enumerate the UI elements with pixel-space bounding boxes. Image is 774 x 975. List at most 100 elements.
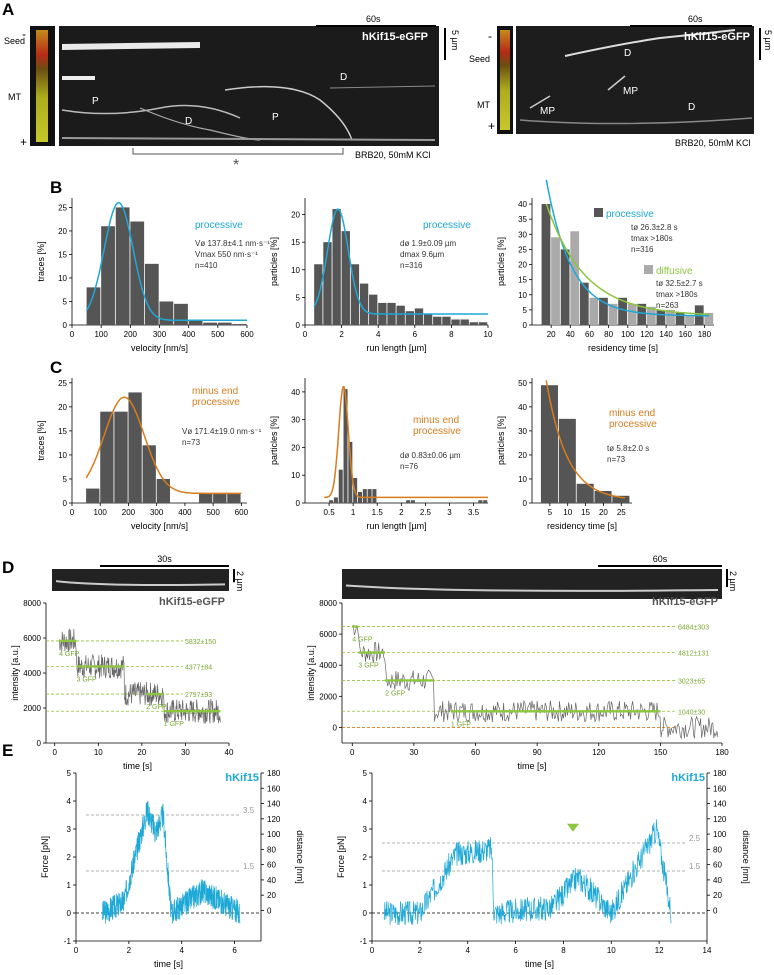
E2-y2-tick-label: 0 — [713, 906, 718, 915]
D1-trace — [58, 628, 221, 724]
B2-bar — [396, 305, 405, 325]
D2-y-tick-label: 2000 — [319, 692, 337, 701]
track-d2 — [329, 85, 436, 89]
C1-y-tick-label: 20 — [58, 403, 67, 412]
C3-y-tick-label: 50 — [518, 379, 527, 388]
track-mp-1 — [529, 95, 551, 109]
E1-y2-tick-label: 180 — [267, 769, 281, 778]
mt-label: MT — [8, 92, 21, 102]
E2-y2-tick-label: 180 — [713, 769, 727, 778]
E2-y2-tick-label: 20 — [713, 891, 722, 900]
B3-x-tick-label: 80 — [604, 330, 613, 339]
D2-x-tick-label: 90 — [533, 748, 542, 757]
B1-annotation: Vø 137.8±4.1 nm·s⁻¹ — [195, 239, 270, 248]
panel-letter-c: C — [50, 358, 62, 377]
B2-fit-line — [313, 208, 488, 315]
E1-x-tick-label: 4 — [179, 946, 184, 955]
D2-x-tick-label: 30 — [409, 748, 418, 757]
B2-bar — [423, 313, 433, 325]
E1-ref-label: 1.5 — [243, 862, 255, 871]
E1-y2-label: distance [nm] — [295, 830, 305, 884]
B2-x-label: run length [µm] — [366, 343, 426, 353]
track-p1 — [61, 104, 241, 119]
C3-x-label: residency time [s] — [547, 521, 617, 531]
B1-bar — [115, 207, 130, 325]
B3-processive-annotation: n=316 — [631, 245, 654, 254]
D2-x-tick-label: 0 — [350, 748, 355, 757]
B3-bar-processive — [637, 303, 647, 325]
B3-bar-diffusive — [627, 303, 637, 325]
B3-bar-processive — [599, 297, 608, 325]
B2-bar — [323, 242, 332, 325]
D2-step-label: 2 GFP — [385, 690, 406, 697]
C3-x-tick-label: 5 — [548, 508, 553, 517]
B3-x-tick-label: 40 — [566, 330, 575, 339]
B3-x-label: residency time [s] — [588, 343, 658, 353]
C1-y-tick-label: 0 — [63, 499, 68, 508]
C3-annotation: n=73 — [607, 455, 626, 464]
B1-x-label: velocity [nm/s] — [131, 343, 188, 353]
D1-x-tick-label: 20 — [137, 748, 146, 757]
B3-fit-diffusive — [545, 203, 710, 316]
B3-legend-diffusive: diffusive — [656, 266, 693, 277]
track-label-d-bottom: D — [688, 102, 695, 113]
B2-y-tick-label: 15 — [291, 238, 300, 247]
B2-bar — [442, 316, 451, 325]
time-scalebar-label: 60s — [366, 14, 381, 24]
C1-y-tick-label: 25 — [58, 379, 67, 388]
E2-x-tick-label: 8 — [561, 946, 566, 955]
C2-x-tick-label: 3 — [447, 508, 452, 517]
B3-legend-swatch-diffusive — [644, 265, 653, 274]
D2-y-tick-label: 6000 — [319, 630, 337, 639]
D1-title: hKif15-eGFP — [159, 596, 225, 608]
C2-y-tick-label: 20 — [291, 443, 300, 452]
D2-step-label: 3 GFP — [358, 663, 379, 670]
B2-bar — [451, 319, 460, 325]
B3-diffusive-annotation: tø 32.5±2.7 s — [656, 279, 703, 288]
E2-x-tick-label: 12 — [655, 946, 664, 955]
B2-bar — [469, 322, 479, 325]
C3-y-tick-label: 10 — [518, 475, 527, 484]
kymo-title-right: hKif15-eGFP — [684, 31, 750, 43]
D2-y-tick-label: 0 — [333, 723, 338, 732]
E2-ref-label: 1.5 — [689, 862, 701, 871]
D2-x-tick-label: 120 — [592, 748, 606, 757]
B2-x-tick-label: 6 — [413, 330, 418, 339]
seed-track — [62, 42, 200, 50]
E2-title: hKif15 — [671, 772, 705, 784]
E1-x-tick-label: 2 — [127, 946, 132, 955]
B3-y-tick-label: 0 — [523, 321, 528, 330]
C2-y-tick-label: 30 — [291, 416, 300, 425]
E2-event-marker — [567, 823, 579, 832]
C2-bar — [483, 500, 488, 503]
B1-bar — [101, 226, 115, 325]
C3-y-tick-label: 0 — [523, 499, 528, 508]
B1-annotation: Vmax 550 nm·s⁻¹ — [195, 250, 258, 259]
B1-legend: processive — [195, 220, 243, 231]
C3-y-tick-label: 40 — [518, 403, 527, 412]
B1-y-tick-label: 10 — [58, 274, 67, 283]
E1-y2-tick-label: 0 — [267, 906, 272, 915]
E1-y2-tick-label: 40 — [267, 876, 276, 885]
E2-ref-label: 2.5 — [689, 834, 701, 843]
seed-label-right: Seed — [469, 54, 490, 64]
B3-x-tick-label: 160 — [679, 330, 693, 339]
B1-y-tick-label: 20 — [58, 227, 67, 236]
B1-bar — [86, 287, 101, 325]
B2-y-tick-label: 0 — [296, 321, 301, 330]
B1-bar — [144, 263, 159, 325]
E2-y-label: Force [pN] — [336, 836, 346, 878]
C1-x-label: velocity [nm/s] — [131, 521, 188, 531]
B1-x-tick-label: 300 — [153, 330, 167, 339]
C2-x-tick-label: 0.5 — [324, 508, 336, 517]
B1-bar — [188, 320, 203, 325]
D2-level-label: 4812±131 — [678, 651, 709, 658]
D1-step-label: 1 GFP — [164, 721, 185, 728]
B3-bar-processive — [560, 249, 570, 325]
D1-kymograph — [52, 569, 229, 591]
C2-annotation: dø 0.83±0.06 µm — [400, 451, 461, 460]
D2-x-tick-label: 60 — [471, 748, 480, 757]
B1-x-tick-label: 0 — [70, 330, 75, 339]
B1-y-tick-label: 15 — [58, 250, 67, 259]
